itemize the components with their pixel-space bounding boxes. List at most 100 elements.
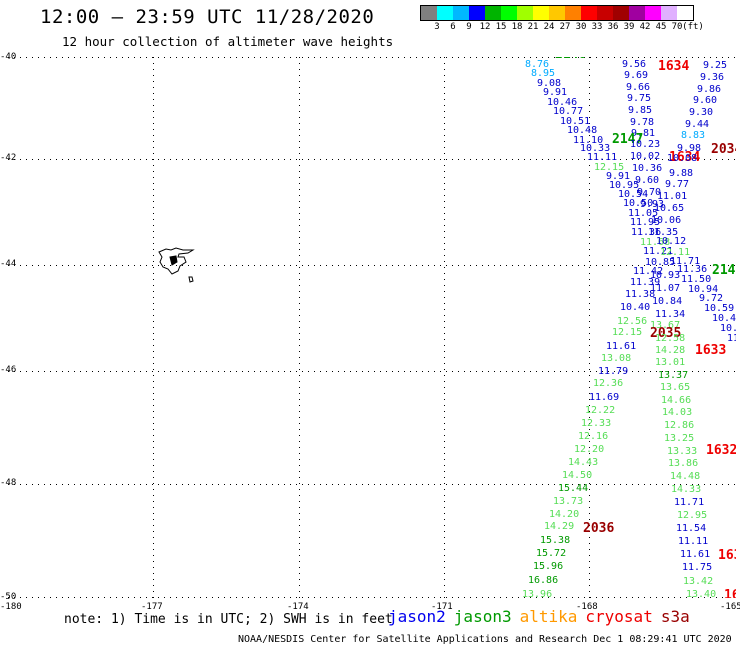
time-label: 1633 [695,343,727,358]
colorbar-label: 30 [575,22,587,32]
time-label: 2034 [711,142,736,157]
wave-height-value: 9.93 [640,199,665,210]
wave-height-value: 11.34 [655,309,686,320]
time-label: 2036 [583,521,615,536]
wave-height-value: 13.65 [660,382,691,393]
wave-height-value: 13.67 [650,320,681,331]
colorbar-swatch [645,6,661,20]
wave-height-value: 11.10 [573,135,604,146]
colorbar-swatch [677,6,693,20]
map-area[interactable]: 8.5321468.768.959.089.9110.4610.7710.511… [8,57,736,598]
wave-height-value: 9.91 [543,87,568,98]
wave-height-value: 11.42 [633,266,664,277]
footer-note: note: 1) Time is in UTC; 2) SWH is in fe… [64,612,393,627]
time-label: 2147 [612,132,644,147]
wave-height-value: 14.66 [661,395,692,406]
colorbar-label: 6 [450,22,456,32]
colorbar-swatch [661,6,677,20]
colorbar-label: 45 [655,22,667,32]
credit-line: NOAA/NESDIS Center for Satellite Applica… [238,634,732,645]
wave-height-value: 14.48 [670,471,701,482]
wave-height-value: 13.96 [522,589,553,599]
wave-height-value: 9.75 [627,93,652,104]
wave-height-value: 11.39 [630,277,661,288]
lon-label: -171 [431,602,453,612]
wave-height-value: 10.95 [609,180,640,191]
wave-height-value: 9.56 [622,59,647,70]
wave-height-value: 10.85 [645,257,676,268]
satellite-legend: jason2 jason3 altika cryosat s3a [388,607,698,626]
lat-label: -42 [0,153,17,163]
time-label: 1634 [658,59,690,74]
page-title: 12:00 — 23:59 UTC 11/28/2020 [40,6,375,28]
wave-height-value: 9.60 [635,175,660,186]
time-label: 2143 [712,263,736,278]
wave-height-value: 10.50 [623,198,654,209]
wave-height-value: 9.72 [699,293,724,304]
wave-height-value: 15.38 [540,535,571,546]
wave-height-value: 14.03 [662,407,693,418]
wave-height-value: 11.61 [606,341,637,352]
wave-height-value: 11.79 [598,366,629,377]
wave-height-value: 13.08 [601,353,632,364]
wave-height-value: 12.58 [655,333,686,344]
colorbar-label: (ft) [682,22,704,32]
wave-height-value: 9.81 [631,128,656,139]
legend-item-cryosat: cryosat [585,607,653,626]
wave-height-value: 11.05 [628,208,659,219]
wave-height-value: 10.94 [688,284,719,295]
wave-height-value: 13.33 [667,446,698,457]
map-grid [8,57,736,598]
legend-item-jason3: jason3 [453,607,512,626]
wave-height-value: 9.60 [693,95,718,106]
wave-height-value: 9.70 [637,187,662,198]
time-label: 163 [718,548,736,563]
wave-height-value: 9.78 [630,117,655,128]
wave-height-value: 11.38 [625,289,656,300]
lon-label: -165 [720,602,740,612]
colorbar-swatch [501,6,517,20]
wave-height-value: 13.01 [655,357,686,368]
lat-label: -48 [0,478,17,488]
wave-height-value: 15.96 [533,561,564,572]
wave-height-value: 11.54 [676,523,707,534]
wave-height-value: 12.22 [585,405,616,416]
wave-height-value: 10.59 [704,303,735,314]
wave-height-value: 11.69 [589,392,620,403]
wave-height-value: 12.36 [593,378,624,389]
lon-label: -174 [287,602,309,612]
wave-height-value: 11.50 [681,274,712,285]
colorbar-swatch [469,6,485,20]
wave-height-value: 16.86 [528,575,559,586]
wave-height-value: 11.07 [650,283,681,294]
wave-height-value: 10.46 [547,97,578,108]
wave-height-value: 12.56 [617,316,648,327]
colorbar-label: 36 [607,22,619,32]
wave-height-value: 10.02 [630,151,661,162]
wave-height-value: 10.08 [667,153,698,164]
page-subtitle: 12 hour collection of altimeter wave hei… [62,34,394,49]
wave-height-value: 9.08 [537,78,562,89]
wave-height-value: 10.65 [654,203,685,214]
legend-item-jason2: jason2 [388,607,446,626]
colorbar-swatch [437,6,453,20]
wave-height-value: 10.51 [560,116,591,127]
wave-height-value: 8.76 [525,59,550,70]
wave-height-value: 10.23 [630,139,661,150]
lon-label: -180 [0,602,22,612]
wave-height-value: 10.8 [720,323,736,334]
wave-height-value: 14.20 [549,509,580,520]
colorbar-label: 18 [511,22,523,32]
wave-height-value: 8.65 [706,57,730,60]
wave-height-value: 11.35 [648,227,679,238]
colorbar-swatch [613,6,629,20]
colorbar-swatch [453,6,469,20]
legend-item-s3a: s3a [660,607,690,626]
wave-height-value: 10.48 [567,125,598,136]
colorbar-swatch [629,6,645,20]
wave-height-value: 13.86 [668,458,699,469]
time-label: 16 [724,588,736,598]
chatham-islands [158,247,195,283]
wave-height-value: 12.95 [677,510,708,521]
time-label: 1634 [669,150,701,165]
